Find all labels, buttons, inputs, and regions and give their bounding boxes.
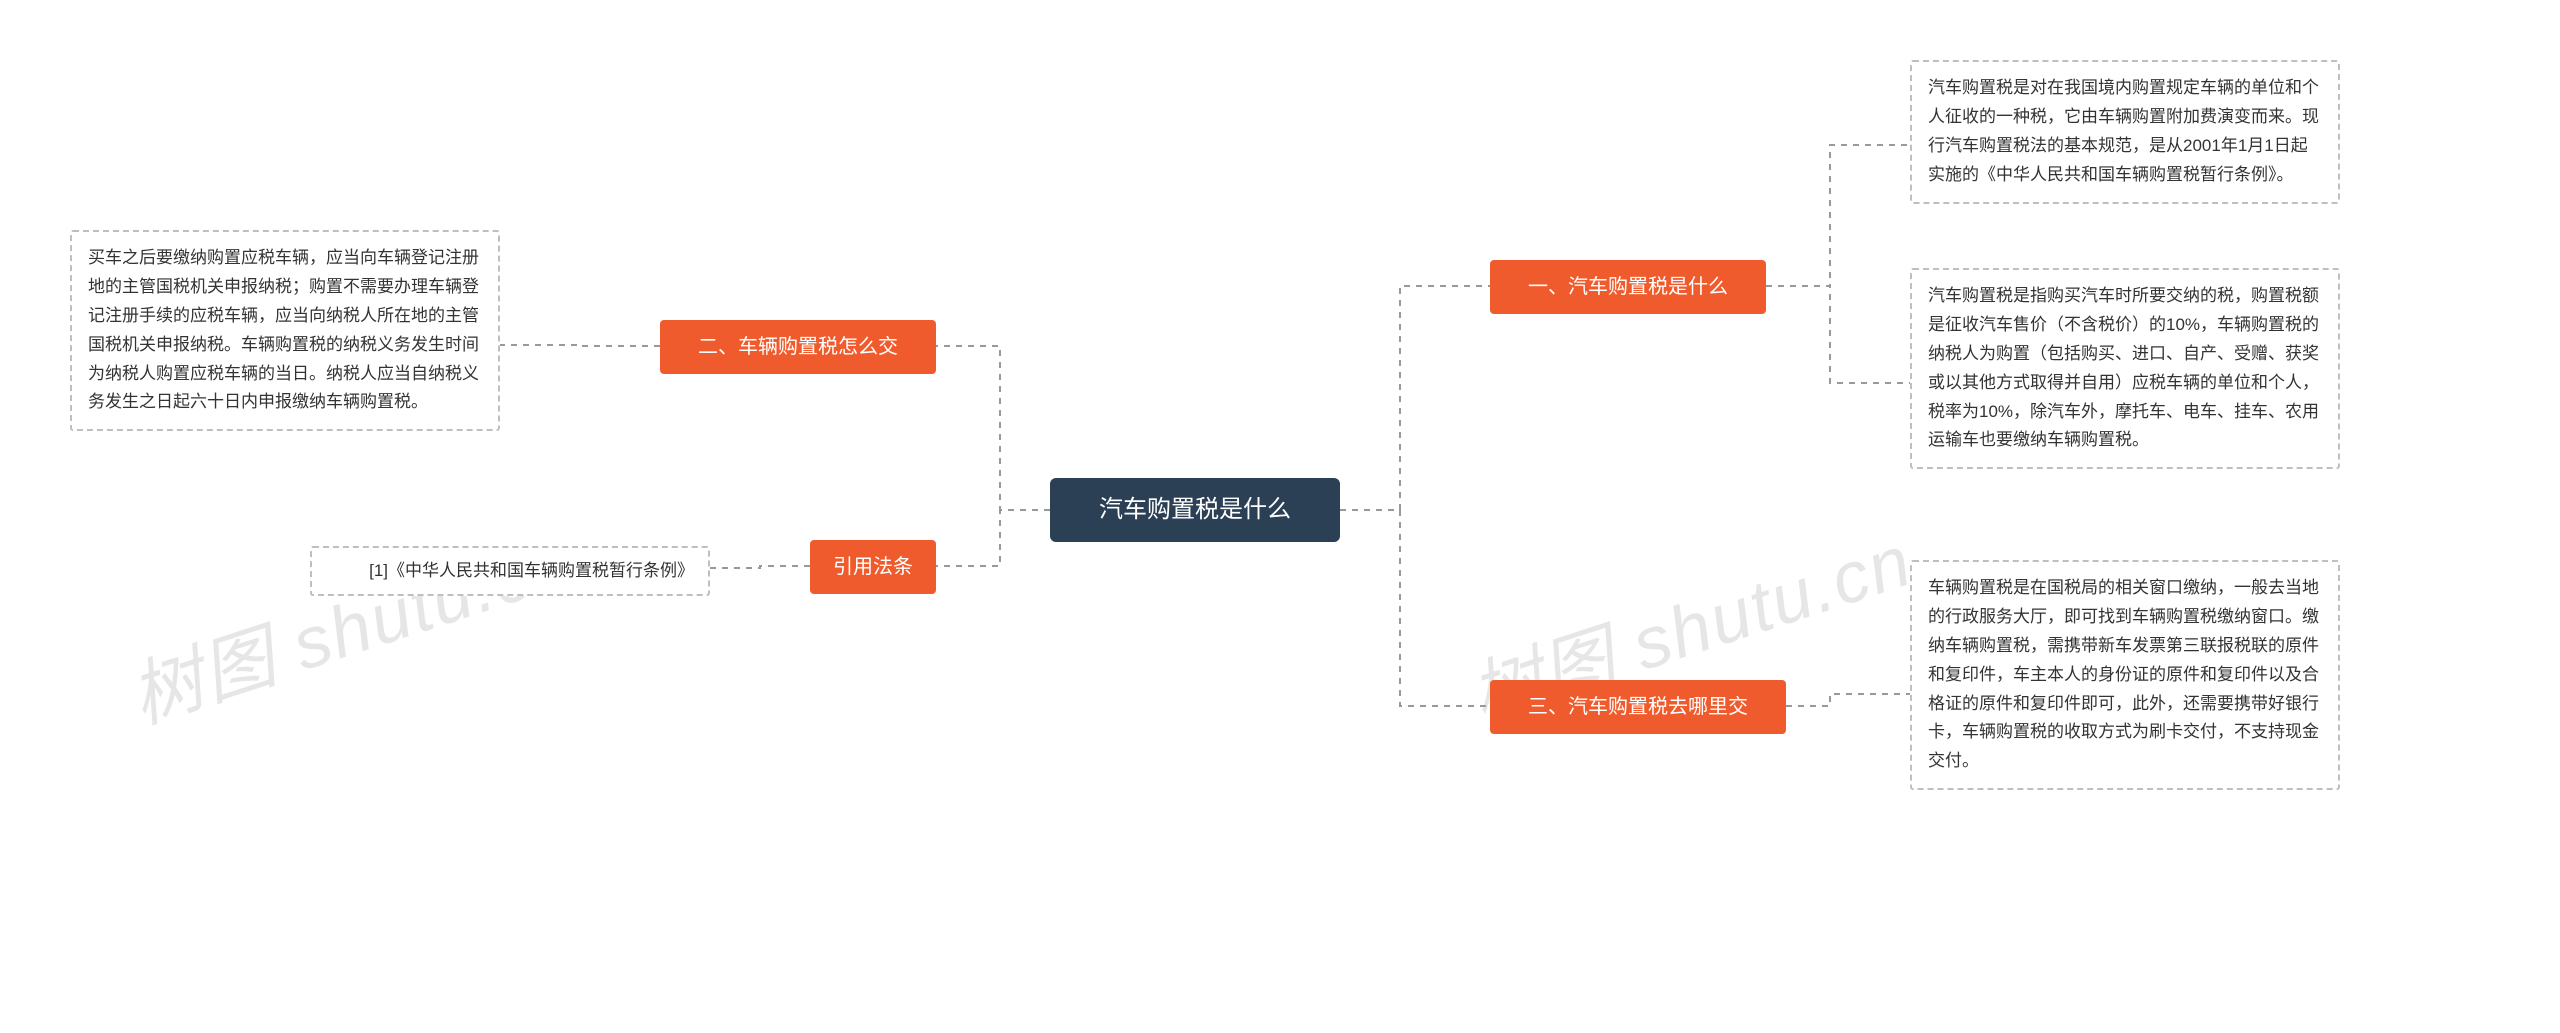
root-node[interactable]: 汽车购置税是什么 [1050,478,1340,542]
leaf-l2-text: 买车之后要缴纳购置应税车辆，应当向车辆登记注册地的主管国税机关申报纳税；购置不需… [88,248,479,411]
leaf-l1b: 汽车购置税是指购买汽车时所要交纳的税，购置税额是征收汽车售价（不含税价）的10%… [1910,268,2340,469]
edge-root-b3 [1340,510,1490,706]
leaf-l3: 车辆购置税是在国税局的相关窗口缴纳，一般去当地的行政服务大厅，即可找到车辆购置税… [1910,560,2340,790]
leaf-l4-text: [1]《中华人民共和国车辆购置税暂行条例》 [369,561,694,580]
leaf-l1a: 汽车购置税是对在我国境内购置规定车辆的单位和个人征收的一种税，它由车辆购置附加费… [1910,60,2340,204]
edge-b3-l3 [1786,694,1910,706]
watermark-1: 树图 shutu.cn [115,502,583,743]
edge-b2-l2 [500,345,660,346]
edge-root-b4 [936,510,1050,566]
edge-b1-l1a [1766,145,1910,286]
edge-b1-l1b [1766,286,1910,383]
edge-b4-l4 [710,566,810,568]
branch-b2[interactable]: 二、车辆购置税怎么交 [660,320,936,374]
leaf-l3-text: 车辆购置税是在国税局的相关窗口缴纳，一般去当地的行政服务大厅，即可找到车辆购置税… [1928,578,2319,770]
branch-b4[interactable]: 引用法条 [810,540,936,594]
leaf-l1b-text: 汽车购置税是指购买汽车时所要交纳的税，购置税额是征收汽车售价（不含税价）的10%… [1928,286,2319,449]
leaf-l1a-text: 汽车购置税是对在我国境内购置规定车辆的单位和个人征收的一种税，它由车辆购置附加费… [1928,78,2319,184]
edge-root-b1 [1340,286,1490,510]
leaf-l4: [1]《中华人民共和国车辆购置税暂行条例》 [310,546,710,596]
branch-b3[interactable]: 三、汽车购置税去哪里交 [1490,680,1786,734]
root-label: 汽车购置税是什么 [1099,496,1291,523]
branch-b1[interactable]: 一、汽车购置税是什么 [1490,260,1766,314]
leaf-l2: 买车之后要缴纳购置应税车辆，应当向车辆登记注册地的主管国税机关申报纳税；购置不需… [70,230,500,431]
branch-b4-label: 引用法条 [833,556,913,578]
edge-root-b2 [936,346,1050,510]
branch-b1-label: 一、汽车购置税是什么 [1528,276,1728,298]
branch-b2-label: 二、车辆购置税怎么交 [698,336,898,358]
branch-b3-label: 三、汽车购置税去哪里交 [1528,696,1748,718]
